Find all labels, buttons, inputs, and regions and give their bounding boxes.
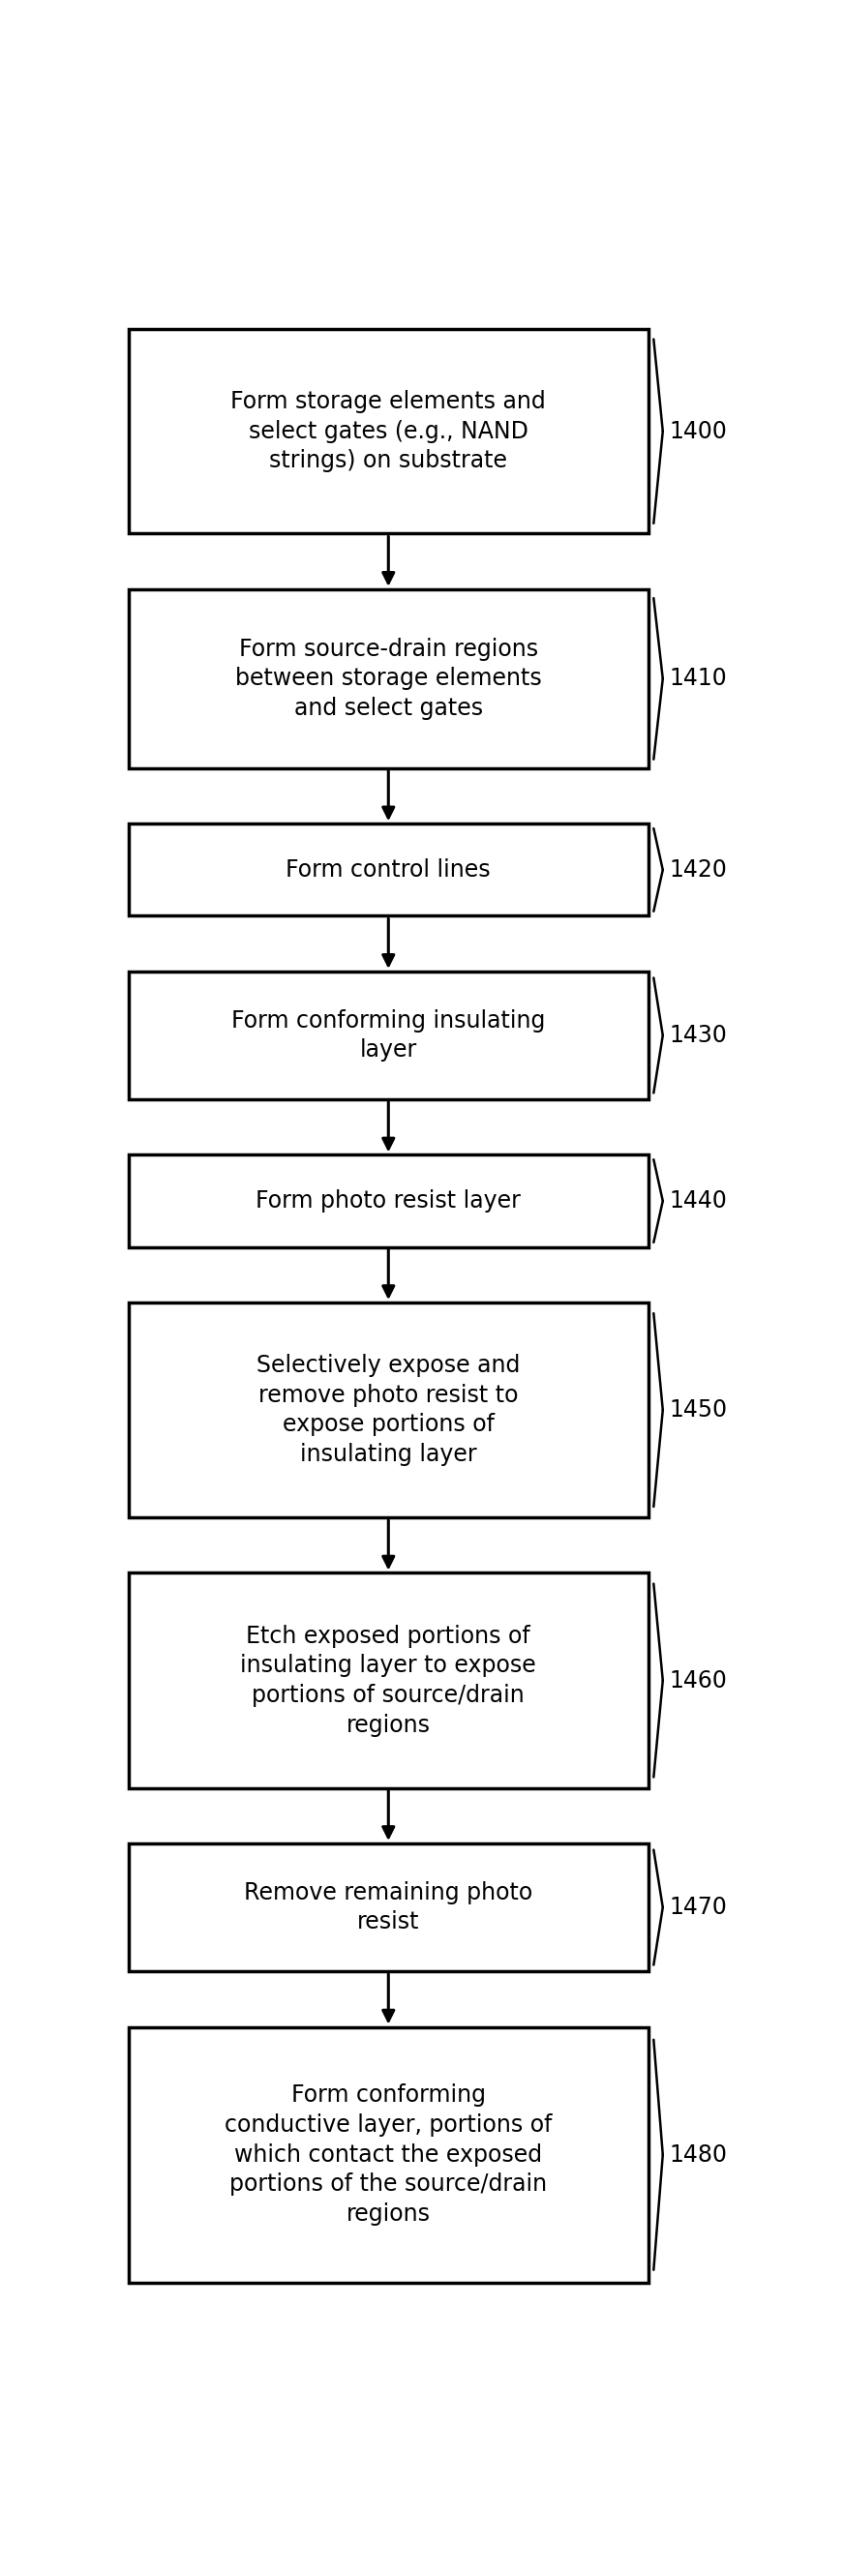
Text: 1480: 1480 [669, 2143, 728, 2166]
Bar [128, 1303, 648, 1517]
Text: 1430: 1430 [669, 1023, 728, 1046]
Bar [128, 1574, 648, 1788]
Bar [128, 2027, 648, 2282]
Text: 1400: 1400 [669, 420, 728, 443]
Text: 1420: 1420 [669, 858, 728, 881]
Text: Form source-drain regions
between storage elements
and select gates: Form source-drain regions between storag… [235, 636, 542, 719]
Text: Selectively expose and
remove photo resist to
expose portions of
insulating laye: Selectively expose and remove photo resi… [257, 1355, 520, 1466]
Bar [128, 971, 648, 1100]
Text: 1440: 1440 [669, 1190, 728, 1213]
Text: Etch exposed portions of
insulating layer to expose
portions of source/drain
reg: Etch exposed portions of insulating laye… [241, 1625, 537, 1736]
Text: Form conforming
conductive layer, portions of
which contact the exposed
portions: Form conforming conductive layer, portio… [225, 2084, 552, 2226]
Text: Form control lines: Form control lines [286, 858, 491, 881]
Bar [128, 590, 648, 768]
Text: Remove remaining photo
resist: Remove remaining photo resist [244, 1880, 533, 1935]
Text: 1410: 1410 [669, 667, 728, 690]
Text: Form photo resist layer: Form photo resist layer [256, 1190, 521, 1213]
Text: 1450: 1450 [669, 1399, 728, 1422]
Text: 1470: 1470 [669, 1896, 728, 1919]
Text: Form storage elements and
select gates (e.g., NAND
strings) on substrate: Form storage elements and select gates (… [230, 389, 546, 471]
Bar [128, 330, 648, 533]
Bar [128, 1154, 648, 1247]
Text: Form conforming insulating
layer: Form conforming insulating layer [231, 1010, 545, 1061]
Bar [128, 1844, 648, 1971]
Bar [128, 824, 648, 917]
Text: 1460: 1460 [669, 1669, 728, 1692]
